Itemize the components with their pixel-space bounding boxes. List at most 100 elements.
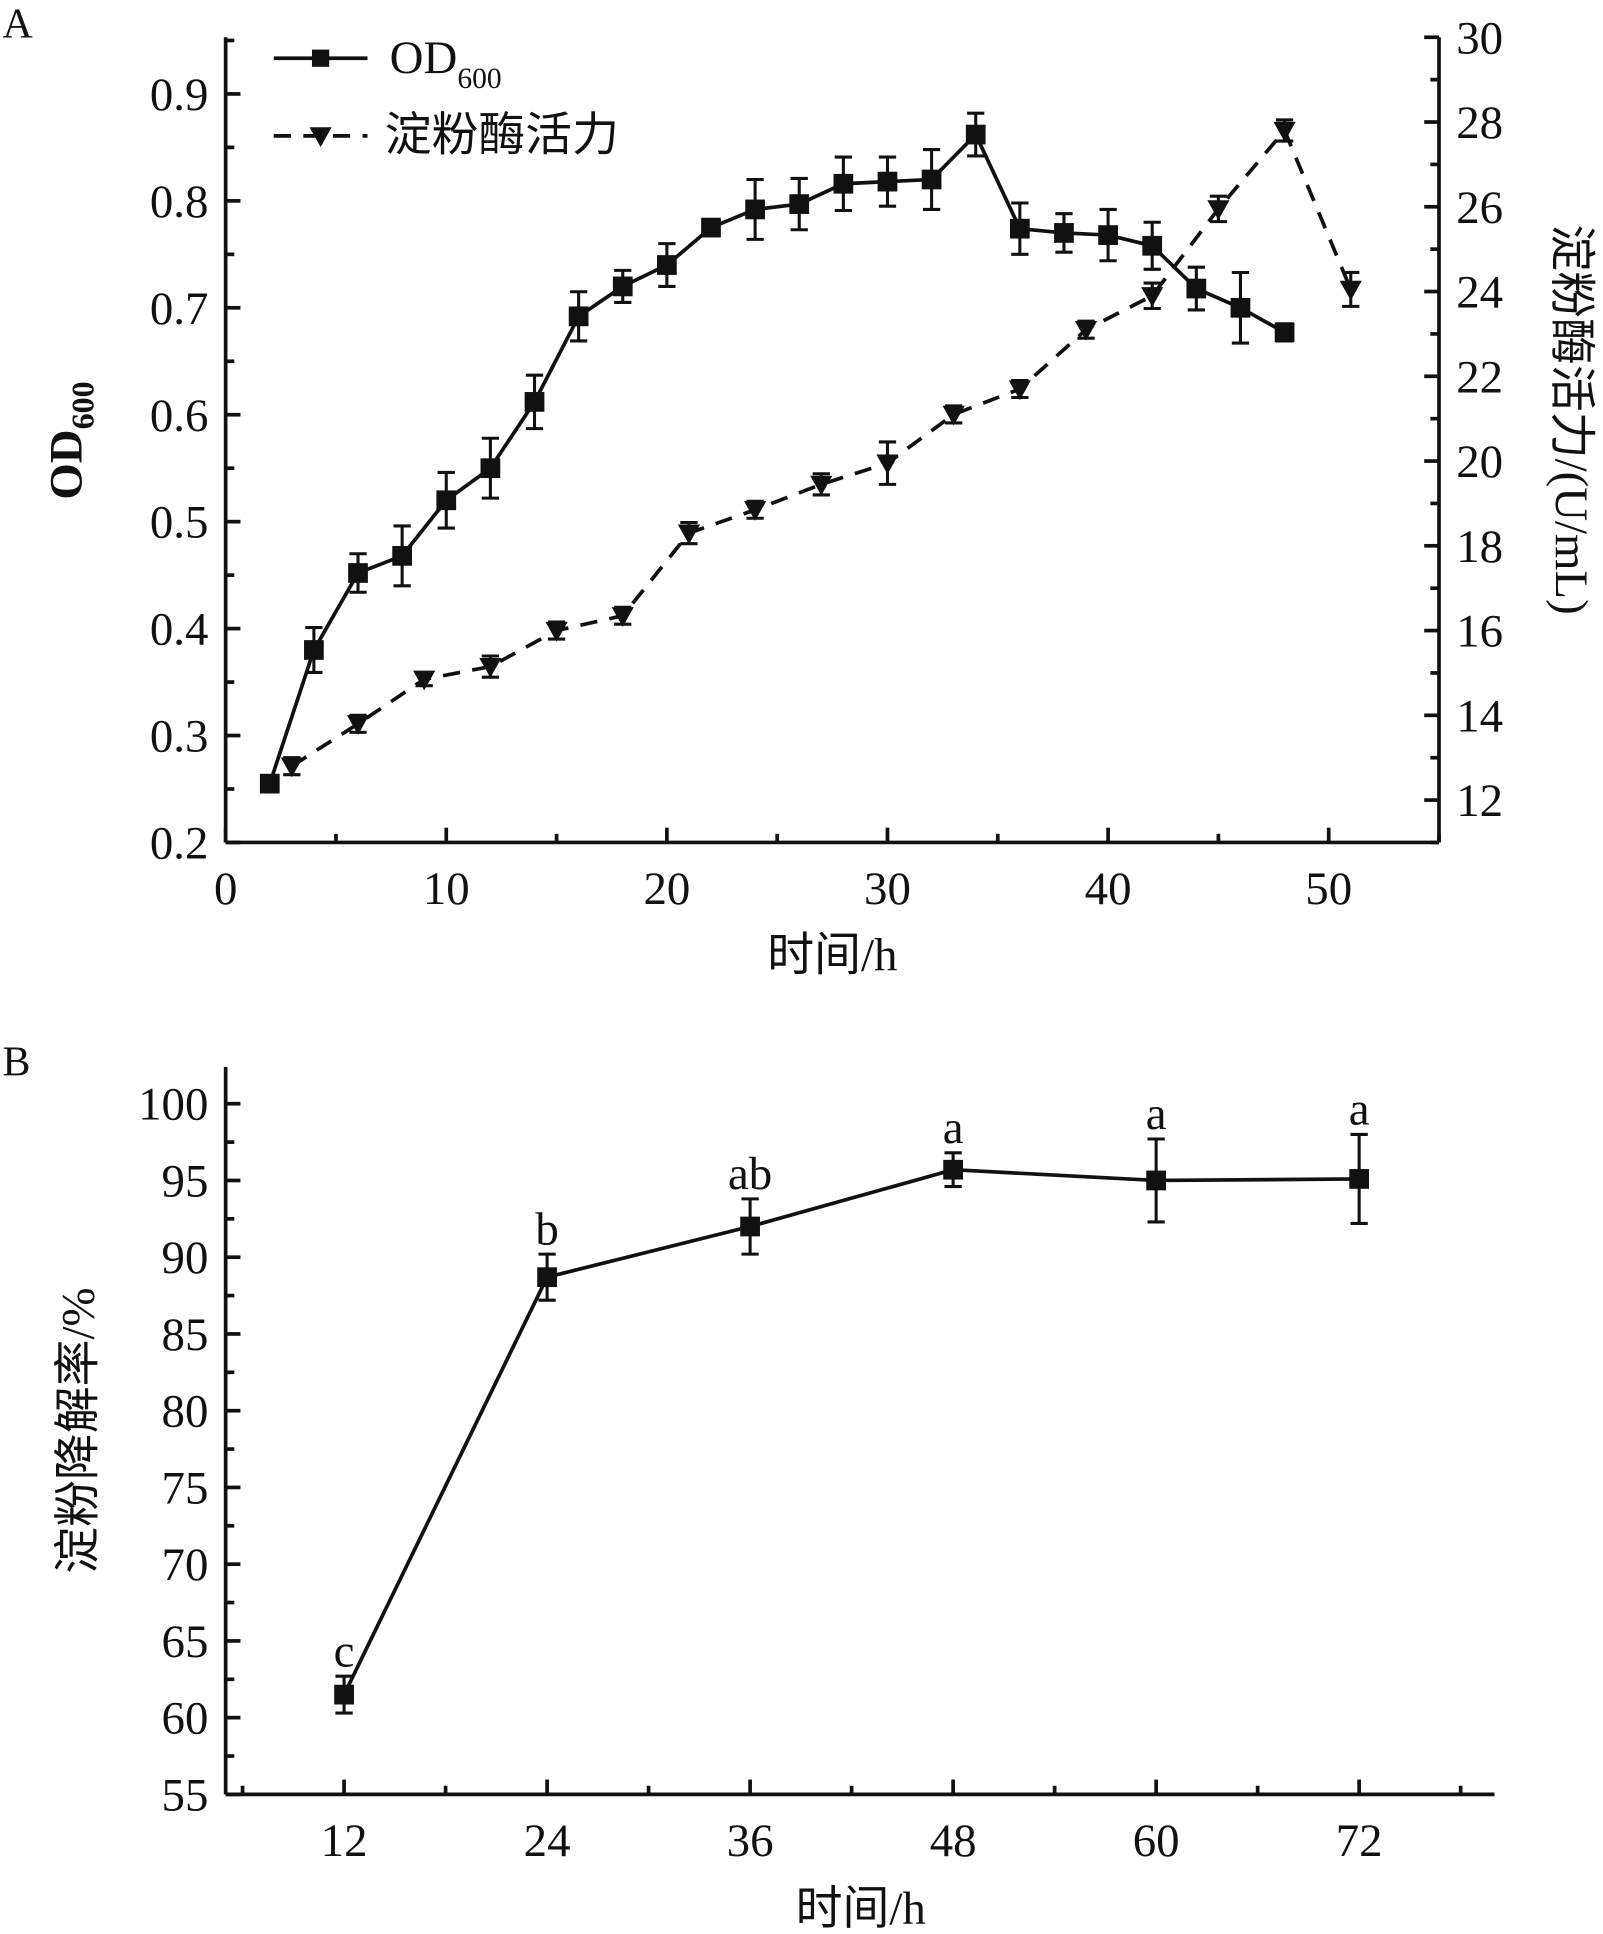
data-point-triangle xyxy=(545,621,568,642)
data-point-square xyxy=(568,306,589,327)
data-point-square xyxy=(612,276,633,297)
data-point-square xyxy=(1230,297,1251,318)
y-tick-label: 60 xyxy=(162,1693,209,1745)
data-point-square xyxy=(537,1267,557,1288)
legend-amylase-label: 淀粉酶活力 xyxy=(385,110,619,162)
y-tick-label: 70 xyxy=(162,1539,209,1591)
data-point-square xyxy=(480,458,501,479)
y2-tick-label: 22 xyxy=(1456,351,1503,403)
data-point-triangle xyxy=(1339,280,1362,301)
y-tick-label: 0.5 xyxy=(150,497,209,549)
y-tick-label: 0.6 xyxy=(150,390,209,442)
data-point-square xyxy=(745,199,765,220)
significance-label: a xyxy=(1349,1084,1370,1136)
data-point-triangle xyxy=(744,501,767,521)
series-square: c b ab a a a xyxy=(334,1084,1370,1715)
data-point-triangle xyxy=(1207,200,1230,220)
data-point-square xyxy=(921,169,942,190)
chart-b: 12 24 36 48 60 72 55 60 65 70 75 80 85 90 95 100 c b ab a a a xyxy=(138,1066,1495,1867)
data-point-square xyxy=(524,392,545,412)
data-point-square xyxy=(740,1216,760,1237)
y2-tick-label: 16 xyxy=(1456,606,1503,658)
data-point-square xyxy=(877,171,898,192)
x-tick-label: 60 xyxy=(1133,1815,1180,1867)
y2-tick-label: 20 xyxy=(1456,436,1503,488)
x-tick-label: 12 xyxy=(321,1815,368,1867)
y-tick-label: 0.9 xyxy=(150,69,209,121)
data-point-triangle xyxy=(1141,287,1164,307)
data-point-square xyxy=(1186,278,1207,299)
x-tick-label: 36 xyxy=(727,1815,774,1867)
data-point-square xyxy=(1098,225,1118,245)
data-point-triangle xyxy=(677,524,701,545)
data-point-square xyxy=(1146,1170,1166,1191)
y-tick-label: 0.7 xyxy=(150,283,209,335)
significance-label: b xyxy=(535,1203,558,1255)
panel-label-b: B xyxy=(2,1040,30,1086)
legend-od600-label: OD600 xyxy=(390,32,502,95)
x-tick-label: 10 xyxy=(423,863,470,915)
significance-label: c xyxy=(334,1625,355,1677)
y2-tick-label: 12 xyxy=(1456,775,1503,827)
b-y-axis-title: 淀粉降解率/% xyxy=(53,1288,105,1574)
significance-label: ab xyxy=(728,1148,772,1200)
data-point-square xyxy=(436,490,457,511)
data-point-triangle xyxy=(413,670,436,691)
x-tick-label: 50 xyxy=(1305,863,1352,915)
data-point-square xyxy=(965,124,986,145)
data-point-square xyxy=(1274,322,1295,343)
x-tick-label: 48 xyxy=(930,1815,977,1867)
legend: OD600 淀粉酶活力 xyxy=(273,32,619,162)
y2-tick-label: 28 xyxy=(1456,97,1503,149)
y-tick-label: 0.2 xyxy=(150,817,209,869)
x-tick-label: 20 xyxy=(643,863,690,915)
data-point-triangle xyxy=(1074,321,1098,341)
data-point-square xyxy=(1142,235,1163,256)
a-y2-axis-title: 淀粉酶活力/(U/mL) xyxy=(1545,224,1597,614)
svg-text:淀粉酶活力/(U/mL): 淀粉酶活力/(U/mL) xyxy=(1545,224,1597,614)
data-point-triangle xyxy=(810,475,833,496)
data-point-triangle xyxy=(942,405,965,426)
y2-tick-label: 24 xyxy=(1456,267,1503,319)
y-tick-label: 95 xyxy=(162,1155,209,1207)
data-point-square xyxy=(392,546,413,566)
a-y-title-main: OD xyxy=(40,429,92,499)
series-square xyxy=(259,111,1295,794)
x-tick-label: 72 xyxy=(1336,1815,1383,1867)
data-point-triangle xyxy=(1273,121,1296,142)
svg-text:OD600: OD600 xyxy=(40,381,100,499)
series-line xyxy=(342,1167,1360,1696)
legend-triangle-marker xyxy=(309,127,332,148)
y2-tick-label: 14 xyxy=(1456,690,1503,742)
y2-tick-label: 18 xyxy=(1456,521,1503,573)
data-point-square xyxy=(1009,218,1030,239)
y-tick-label: 65 xyxy=(162,1616,209,1668)
panel-label-a: A xyxy=(2,1,32,47)
y-tick-label: 100 xyxy=(138,1079,208,1131)
b-x-axis-title: 时间/h xyxy=(796,1883,926,1934)
y-tick-label: 85 xyxy=(162,1309,209,1361)
data-point-square xyxy=(789,194,810,214)
y2-tick-label: 26 xyxy=(1456,182,1503,234)
legend-square-marker xyxy=(311,49,330,67)
data-point-square xyxy=(334,1684,354,1705)
data-point-triangle xyxy=(611,607,634,627)
y-tick-label: 0.8 xyxy=(150,176,209,228)
y-tick-label: 0.3 xyxy=(150,711,209,763)
chart-a: 0 10 20 30 40 50 0.2 0.3 0.4 0.5 0.6 0.7 0.8 0.9 12 14 1… xyxy=(150,12,1503,915)
data-point-square xyxy=(943,1159,963,1180)
data-point-square xyxy=(1349,1169,1370,1189)
data-point-triangle xyxy=(876,454,899,475)
x-tick-label: 0 xyxy=(214,863,237,915)
data-point-square xyxy=(1054,223,1074,243)
y-tick-label: 75 xyxy=(162,1462,209,1514)
series-triangle xyxy=(280,118,1362,778)
series-line xyxy=(290,126,1353,768)
y-tick-label: 90 xyxy=(162,1232,209,1284)
data-point-triangle xyxy=(346,715,370,735)
y-tick-label: 0.4 xyxy=(150,604,209,656)
x-tick-label: 24 xyxy=(524,1815,571,1867)
data-point-square xyxy=(304,640,324,660)
